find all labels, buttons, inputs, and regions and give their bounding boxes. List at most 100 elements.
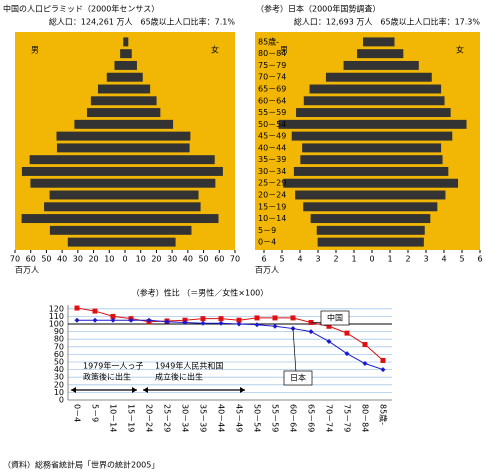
bar — [372, 108, 451, 118]
marker — [326, 338, 332, 344]
category-label: 10－14 — [258, 214, 286, 223]
chart-title: 中国の人口ピラミッド（2000年センサス） — [3, 4, 159, 14]
category-label: 20－24 — [258, 191, 286, 200]
category-label: 60－64 — [258, 96, 286, 105]
x-tick-label: 2 — [405, 255, 410, 264]
x-tick-label: 35－39 — [199, 404, 208, 432]
callout-box — [320, 310, 350, 326]
bar — [125, 96, 157, 106]
bar — [372, 96, 445, 106]
bar — [125, 72, 143, 82]
x-tick-label: 70 — [230, 255, 240, 264]
bar — [67, 237, 125, 247]
callout-box — [283, 370, 313, 386]
bar — [309, 84, 372, 94]
x-tick-label: 20 — [151, 255, 161, 264]
bar — [278, 119, 372, 129]
y-tick-label: 110 — [49, 312, 64, 321]
bar — [125, 166, 223, 176]
bar — [125, 190, 199, 200]
bar — [372, 202, 438, 212]
category-label: 30－34 — [258, 167, 286, 176]
callout-line — [292, 328, 297, 374]
axis-unit: 百万人 — [255, 266, 279, 275]
marker — [254, 322, 260, 328]
y-tick-label: 20 — [54, 380, 64, 389]
bar — [372, 60, 419, 70]
category-label: 55－59 — [258, 108, 286, 117]
x-tick-label: 60－64 — [289, 404, 298, 432]
marker — [92, 308, 98, 314]
legend-label: 女 — [456, 45, 464, 55]
bar — [21, 214, 126, 224]
arrow-head — [240, 387, 245, 393]
y-tick-label: 80 — [54, 335, 64, 344]
x-tick-label: 40 — [57, 255, 67, 264]
x-tick-label: 15－19 — [127, 404, 136, 432]
chart-title: （参考）日本（2000年国勢調査） — [256, 4, 380, 14]
bar — [125, 202, 201, 212]
bar — [283, 178, 372, 188]
bar — [372, 72, 432, 82]
x-tick-label: 5 — [279, 255, 284, 264]
bar — [74, 119, 125, 129]
marker — [380, 367, 386, 373]
x-tick-label: 5 — [459, 255, 464, 264]
bar — [125, 225, 192, 235]
bar — [372, 214, 431, 224]
bar — [123, 37, 125, 47]
x-tick-label: 30－34 — [181, 404, 190, 432]
marker — [236, 321, 242, 327]
bar — [125, 143, 190, 153]
bar — [125, 237, 176, 247]
x-tick-label: 60 — [26, 255, 36, 264]
chart-subtitle: 総人口：12,693 万人 65歳以上人口比率：17.3% — [294, 17, 481, 27]
legend-label: 男 — [280, 46, 288, 55]
bar — [125, 108, 161, 118]
x-tick-label: 50 — [41, 255, 51, 264]
x-tick-label: 1 — [351, 255, 356, 264]
y-tick-label: 50 — [54, 358, 64, 367]
bar — [302, 143, 372, 153]
annotation: 成立後に出生 — [155, 372, 203, 382]
bar — [372, 190, 446, 200]
x-tick-label: 40 — [183, 255, 193, 264]
y-tick-label: 90 — [54, 327, 64, 336]
category-label: 70－74 — [258, 73, 286, 82]
x-tick-label: 55－59 — [271, 404, 280, 432]
annotation: 1979年一人っ子 — [83, 361, 143, 371]
x-tick-label: 45－49 — [235, 404, 244, 432]
marker — [236, 317, 242, 323]
x-tick-label: 30 — [73, 255, 83, 264]
bar — [303, 96, 372, 106]
bar — [372, 49, 404, 59]
bar — [372, 155, 443, 165]
x-tick-label: 25－29 — [163, 404, 172, 432]
bar — [106, 72, 125, 82]
marker — [200, 320, 206, 326]
marker — [344, 330, 350, 336]
x-tick-label: 3 — [315, 255, 320, 264]
x-tick-label: 70－74 — [325, 404, 334, 432]
x-tick-label: 50－54 — [253, 404, 262, 432]
category-label: 85歳- — [258, 36, 279, 46]
marker — [218, 320, 224, 326]
y-tick-label: 120 — [49, 304, 64, 313]
bar — [303, 202, 372, 212]
marker — [218, 316, 224, 322]
category-label: 25－29 — [258, 179, 286, 188]
x-tick-label: 30 — [167, 255, 177, 264]
category-label: 5－9 — [258, 226, 276, 235]
bar — [293, 166, 372, 176]
bar — [21, 166, 126, 176]
x-tick-label: 4 — [441, 255, 446, 264]
bar — [372, 37, 395, 47]
x-tick-label: 1 — [387, 255, 392, 264]
x-tick-label: 10－14 — [109, 404, 118, 432]
bar — [310, 214, 372, 224]
x-tick-label: 60 — [214, 255, 224, 264]
x-tick-label: 20－24 — [145, 404, 154, 432]
bar — [97, 84, 125, 94]
x-tick-label: 50 — [198, 255, 208, 264]
bar — [296, 108, 372, 118]
